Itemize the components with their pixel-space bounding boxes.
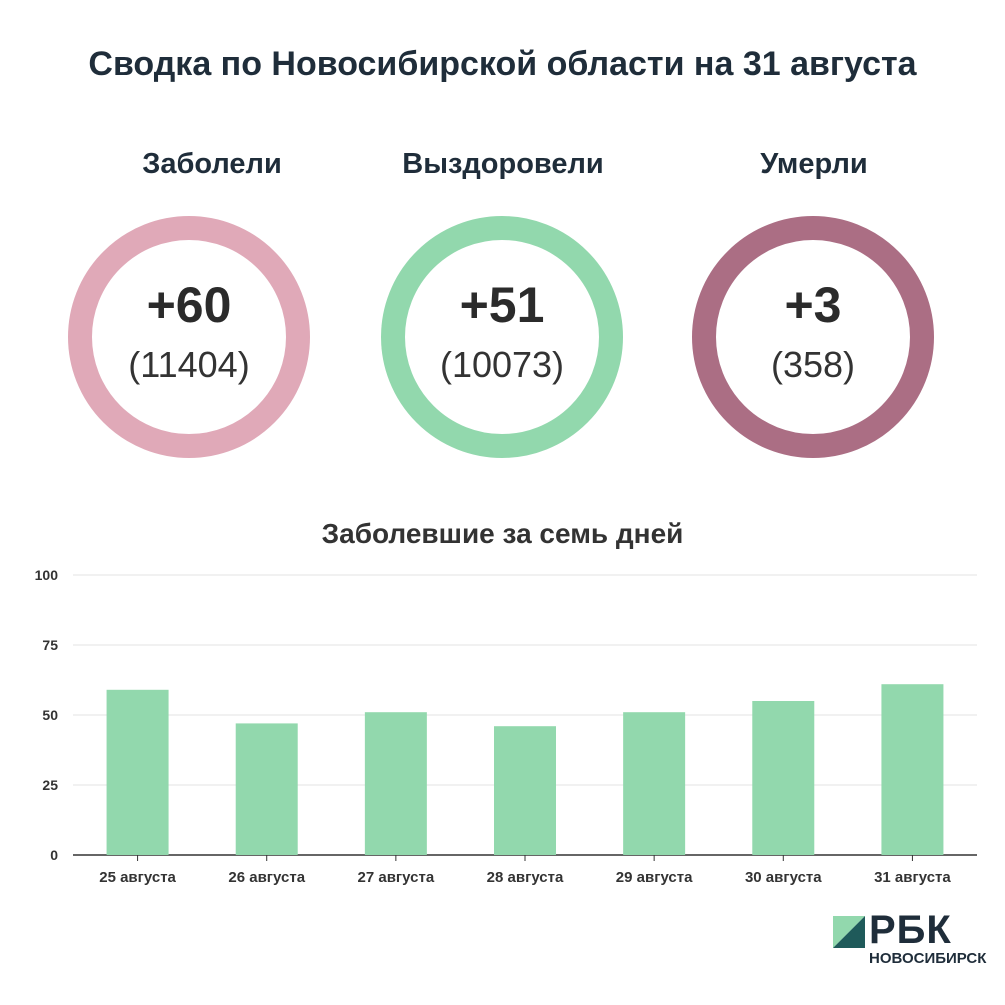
bar (494, 726, 556, 855)
delta-recovered: +51 (459, 277, 545, 333)
total-infected: (11404) (128, 344, 250, 385)
rbc-logo: РБК НОВОСИБИРСК (833, 908, 1003, 972)
x-tick-label: 29 августа (616, 869, 693, 886)
total-deaths: (358) (770, 344, 856, 385)
stat-label-recovered: Выздоровели (402, 148, 604, 180)
bar-chart: 0 25 50 75 100 25 августа 26 августа 27 августа… (35, 567, 977, 886)
x-tick-label: 26 августа (228, 869, 305, 886)
x-tick-label: 30 августа (745, 869, 822, 886)
bar (623, 712, 686, 855)
y-tick-label: 25 (42, 777, 58, 793)
bar (752, 701, 815, 855)
bar (881, 684, 944, 855)
bar (106, 689, 169, 855)
stat-label-deaths: Умерли (760, 148, 868, 180)
rbc-logo-mark-icon (833, 916, 865, 948)
chart-title: Заболевшие за семь дней (321, 518, 684, 549)
total-recovered: (10073) (439, 344, 565, 385)
y-tick-label: 100 (35, 567, 59, 583)
ring-infected: +60 (11404) (68, 216, 310, 458)
y-tick-label: 0 (50, 847, 58, 863)
y-tick-label: 50 (42, 707, 58, 723)
rbc-logo-text: РБК (869, 908, 952, 952)
x-tick-label: 28 августа (487, 869, 564, 886)
page-title: Сводка по Новосибирской области на 31 ав… (88, 45, 917, 83)
delta-deaths: +3 (784, 277, 842, 333)
x-tick-label: 25 августа (99, 869, 176, 886)
y-tick-label: 75 (42, 637, 58, 653)
ring-deaths: +3 (358) (692, 216, 934, 458)
x-tick-label: 27 августа (358, 869, 435, 886)
stat-label-infected: Заболели (142, 148, 282, 180)
bar (235, 723, 298, 855)
delta-infected: +60 (146, 277, 232, 333)
rbc-logo-subtext: НОВОСИБИРСК (869, 950, 987, 967)
x-tick-label: 31 августа (874, 869, 951, 886)
ring-recovered: +51 (10073) (381, 216, 623, 458)
bar (364, 712, 427, 855)
